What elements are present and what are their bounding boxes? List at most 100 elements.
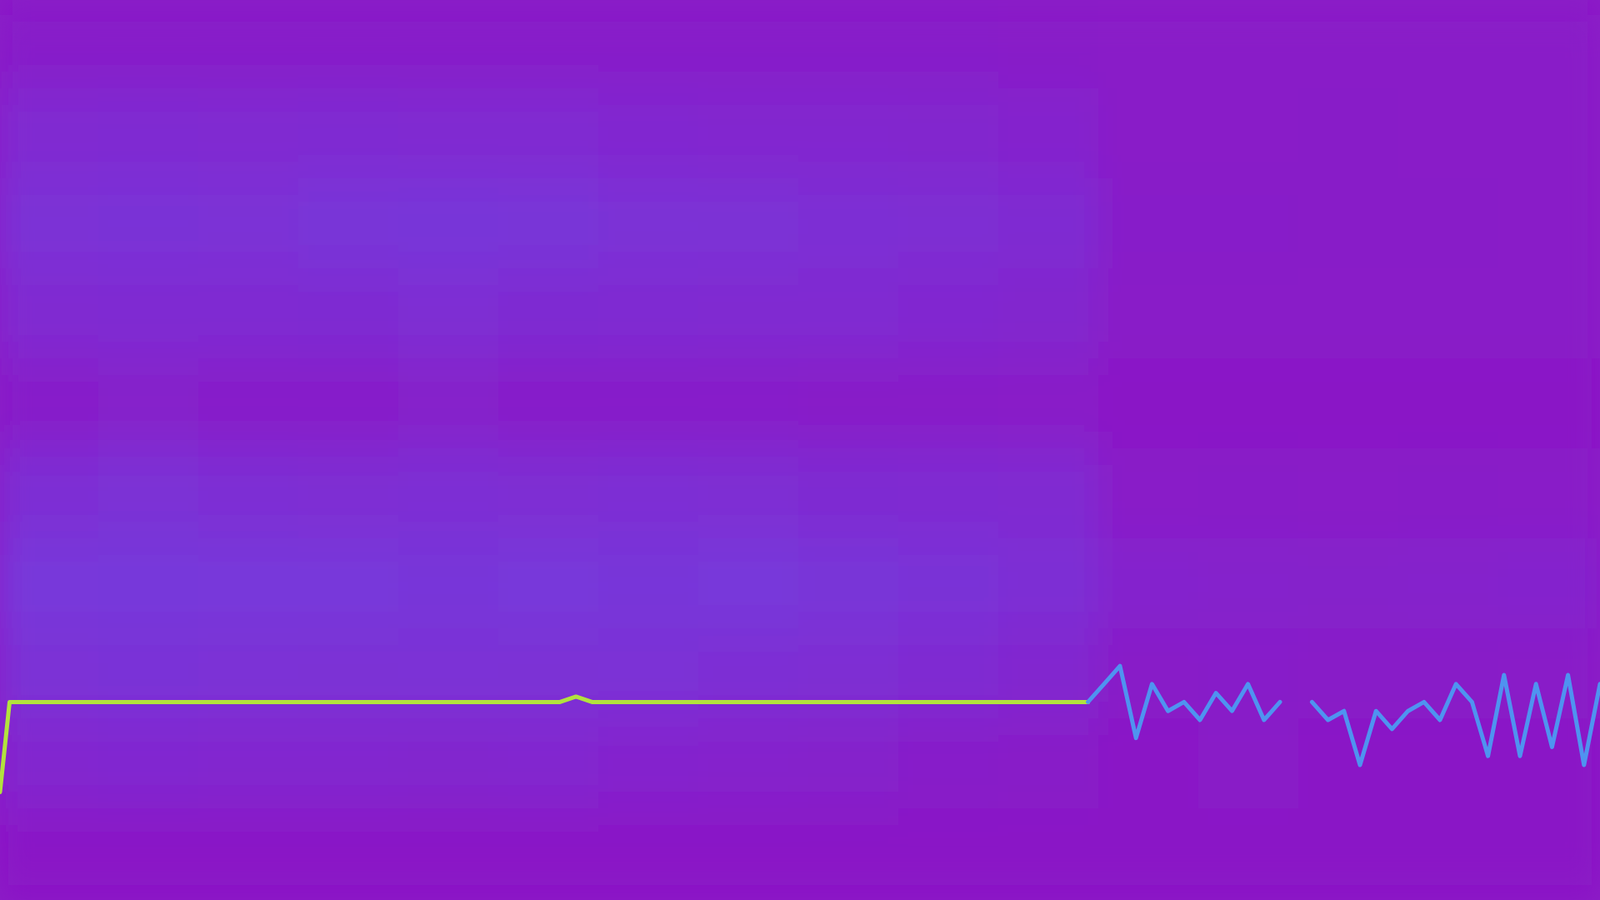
heatmap-cell — [498, 88, 602, 182]
heatmap-cell — [1198, 538, 1302, 632]
heatmap-cell — [598, 628, 702, 722]
heatmap-cell — [398, 88, 502, 182]
heatmap-cell — [298, 718, 402, 812]
heatmap-cell — [1098, 178, 1202, 272]
heatmap-cell — [0, 88, 102, 182]
heatmap-cell — [0, 448, 102, 542]
heatmap-cell — [1198, 718, 1302, 812]
heatmap-cell — [198, 178, 302, 272]
heatmap-cell — [398, 718, 502, 812]
heatmap-cell — [998, 538, 1102, 632]
heatmap-cell — [1398, 358, 1502, 452]
trace-line — [1088, 665, 1600, 765]
heatmap-cell — [998, 448, 1102, 542]
heatmap-cell — [998, 0, 1102, 92]
heatmap-cell — [198, 88, 302, 182]
heatmap-cell — [1298, 268, 1402, 362]
heatmap-cell — [1298, 88, 1402, 182]
heatmap-cell — [498, 718, 602, 812]
heatmap-cell — [1298, 178, 1402, 272]
heatmap-cell — [1398, 448, 1502, 542]
heatmap-cell — [1498, 628, 1600, 722]
heatmap-cell — [298, 808, 402, 900]
heatmap-cell — [698, 448, 802, 542]
heatmap-cell — [698, 808, 802, 900]
heatmap-cell — [798, 358, 902, 452]
heatmap-cell — [698, 178, 802, 272]
heatmap-cell — [998, 88, 1102, 182]
heatmap-cell — [698, 628, 802, 722]
heatmap-cell — [1398, 0, 1502, 92]
heatmap-cell — [1198, 268, 1302, 362]
heatmap-cell — [598, 448, 702, 542]
heatmap-cell — [898, 88, 1002, 182]
heatmap-cell — [1198, 178, 1302, 272]
heatmap-cell — [698, 268, 802, 362]
heatmap-cell — [498, 268, 602, 362]
heatmap-cell — [198, 628, 302, 722]
heatmap-cell — [398, 178, 502, 272]
heatmap-cell — [1098, 808, 1202, 900]
heatmap-cell — [0, 178, 102, 272]
heatmap-cell — [998, 808, 1102, 900]
heatmap-cell — [1198, 88, 1302, 182]
heatmap-cell — [1098, 718, 1202, 812]
heatmap-cell — [1498, 178, 1600, 272]
heatmap-cell — [298, 268, 402, 362]
heatmap-cell — [998, 178, 1102, 272]
heatmap-cell — [198, 448, 302, 542]
heatmap-cell — [1298, 628, 1402, 722]
heatmap-cell — [1498, 538, 1600, 632]
heatmap-cell — [598, 88, 702, 182]
heatmap-cell — [398, 358, 502, 452]
heatmap-cell — [898, 808, 1002, 900]
heatmap-cell — [1398, 268, 1502, 362]
heatmap-cell — [798, 268, 902, 362]
heatmap-cell — [98, 0, 202, 92]
plot-area — [0, 0, 1600, 900]
heatmap-cell — [1098, 268, 1202, 362]
heatmap-cell — [198, 718, 302, 812]
heatmap-cell — [198, 538, 302, 632]
heatmap-cell — [1498, 88, 1600, 182]
chart — [0, 0, 1600, 900]
heatmap-cell — [198, 808, 302, 900]
heatmap-cell — [398, 268, 502, 362]
heatmap-cell — [998, 718, 1102, 812]
heatmap-cell — [1198, 808, 1302, 900]
heatmap-cell — [598, 358, 702, 452]
heatmap-cell — [298, 178, 402, 272]
heatmap-cell — [98, 178, 202, 272]
heatmap-cell — [798, 448, 902, 542]
heatmap-cell — [198, 268, 302, 362]
heatmap-cell — [898, 0, 1002, 92]
heatmap-cell — [98, 538, 202, 632]
heatmap-cell — [1498, 268, 1600, 362]
heatmap-cell — [598, 0, 702, 92]
heatmap-cell — [798, 178, 902, 272]
heatmap-cell — [98, 448, 202, 542]
heatmap-cell — [298, 0, 402, 92]
heatmap-cell — [998, 358, 1102, 452]
heatmap-cell — [598, 718, 702, 812]
heatmap-cell — [1398, 178, 1502, 272]
heatmap-cell — [0, 0, 102, 92]
heatmap-cell — [1498, 808, 1600, 900]
heatmap-cell — [298, 628, 402, 722]
heatmap-cell — [698, 0, 802, 92]
heatmap-cell — [98, 628, 202, 722]
heatmap-cell — [598, 268, 702, 362]
heatmap-cell — [298, 358, 402, 452]
heatmap-cell — [798, 628, 902, 722]
heatmap-cells — [0, 0, 1600, 900]
heatmap-cell — [698, 358, 802, 452]
heatmap-cell — [0, 628, 102, 722]
heatmap-cell — [698, 718, 802, 812]
heatmap-cell — [398, 0, 502, 92]
heatmap-cell — [998, 268, 1102, 362]
heatmap-cell — [898, 448, 1002, 542]
heatmap-cell — [898, 178, 1002, 272]
heatmap-cell — [798, 718, 902, 812]
heatmap-cell — [1298, 448, 1402, 542]
heatmap-cell — [898, 718, 1002, 812]
